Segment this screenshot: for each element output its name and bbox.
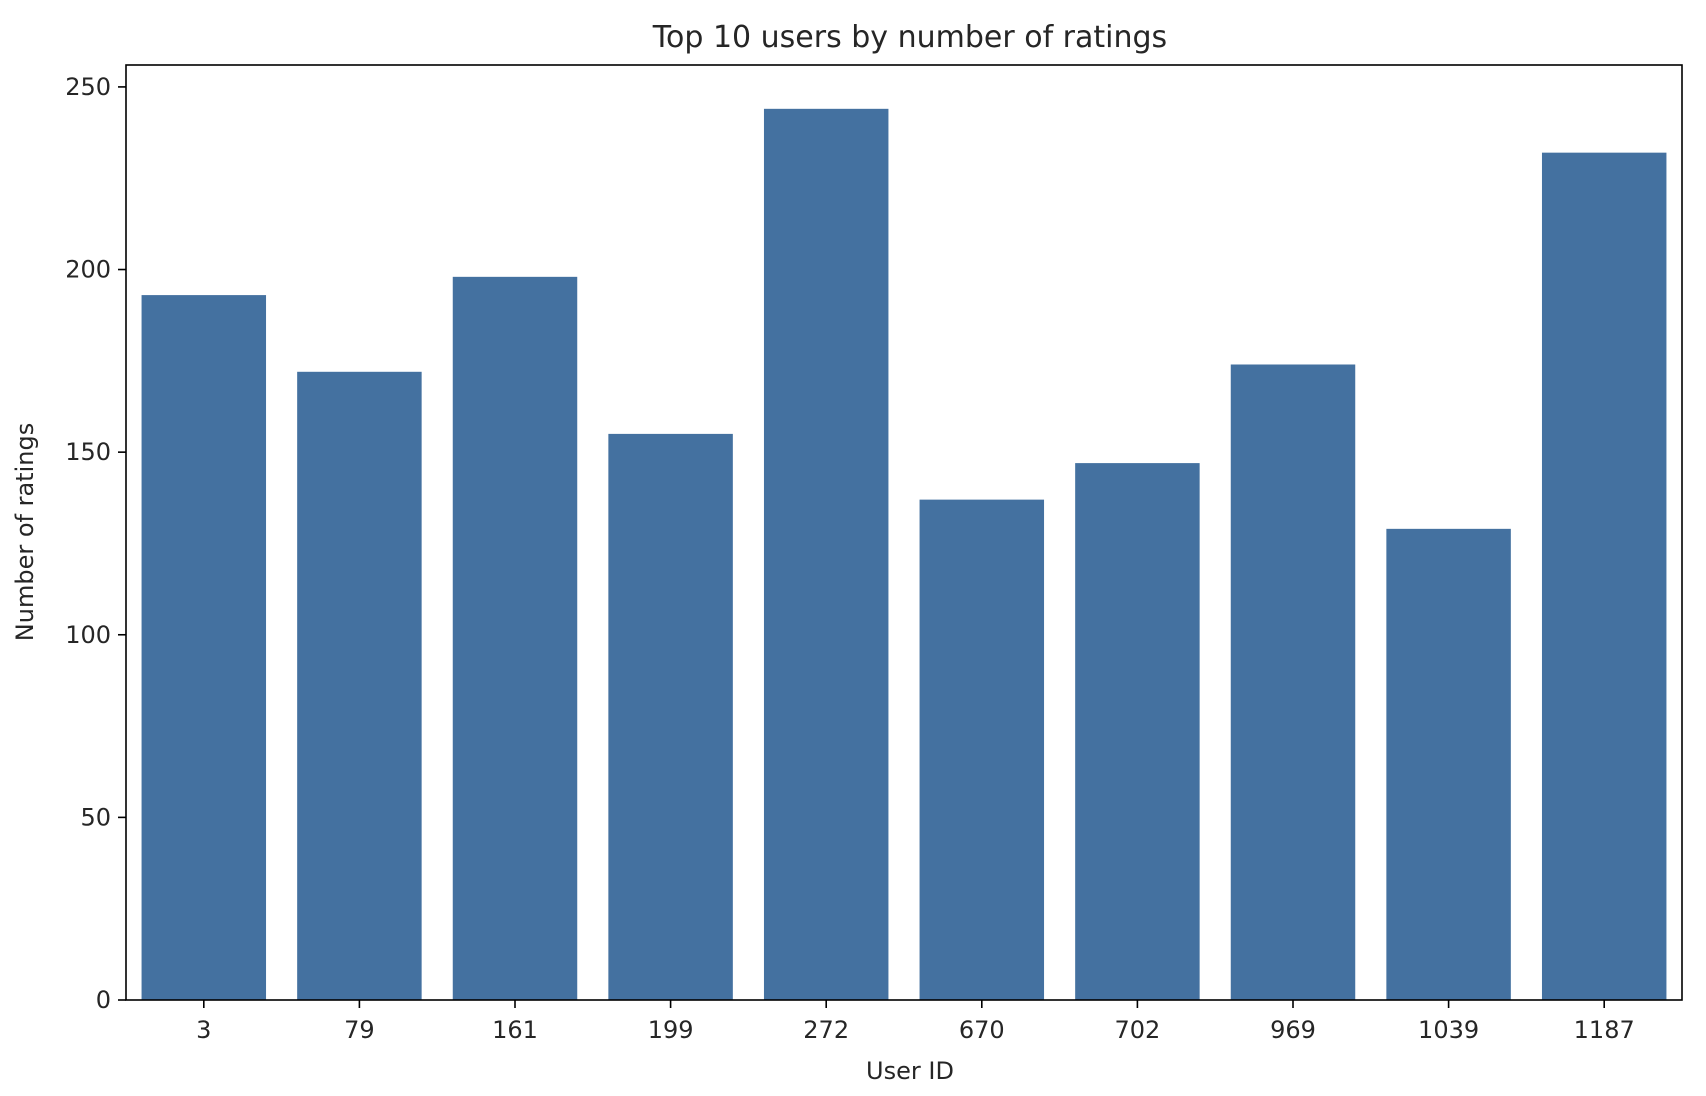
x-tick-label: 161 xyxy=(492,1016,538,1044)
bars-group xyxy=(141,108,1667,1000)
x-axis-ticks: 3 79 161 199 272 670 702 969 1039 1187 xyxy=(196,1000,1635,1044)
chart-title: Top 10 users by number of ratings xyxy=(652,20,1167,55)
plot-frame xyxy=(125,64,1683,1001)
x-tick-label: 1039 xyxy=(1418,1016,1479,1044)
bar-user-969 xyxy=(1230,364,1356,1000)
bar-user-1187 xyxy=(1541,152,1667,1000)
x-tick-label: 969 xyxy=(1270,1016,1316,1044)
y-tick-label: 50 xyxy=(80,803,111,831)
bar-user-670 xyxy=(919,499,1045,1000)
x-tick-label: 1187 xyxy=(1574,1016,1635,1044)
x-tick-label: 199 xyxy=(648,1016,694,1044)
x-axis-label: User ID xyxy=(866,1057,954,1085)
bar-user-79 xyxy=(297,371,422,1000)
bar-user-702 xyxy=(1075,463,1200,1000)
y-axis-ticks: 0 50 100 150 200 250 xyxy=(65,73,126,1014)
y-tick-label: 150 xyxy=(65,438,111,466)
bar-user-199 xyxy=(608,433,733,1000)
y-tick-label: 200 xyxy=(65,256,111,284)
y-tick-label: 250 xyxy=(65,73,111,101)
x-tick-label: 79 xyxy=(344,1016,375,1044)
bar-user-3 xyxy=(141,295,267,1000)
y-axis-label: Number of ratings xyxy=(11,423,39,641)
bar-user-272 xyxy=(763,108,889,1000)
x-tick-label: 272 xyxy=(803,1016,849,1044)
bar-user-161 xyxy=(452,276,578,1000)
x-tick-label: 3 xyxy=(196,1016,211,1044)
x-tick-label: 670 xyxy=(959,1016,1005,1044)
y-tick-label: 0 xyxy=(96,986,111,1014)
y-tick-label: 100 xyxy=(65,621,111,649)
bar-user-1039 xyxy=(1386,528,1511,1000)
x-tick-label: 702 xyxy=(1114,1016,1160,1044)
